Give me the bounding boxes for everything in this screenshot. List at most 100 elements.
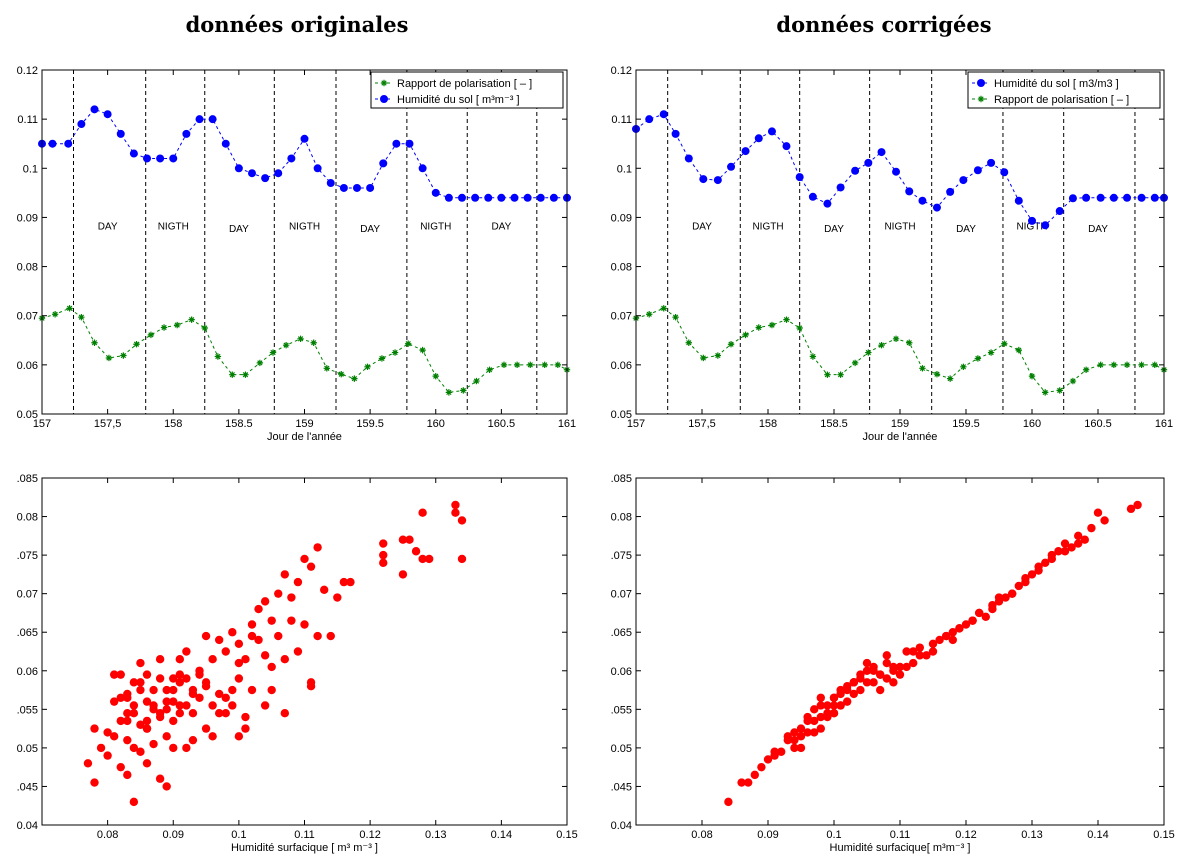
data-point: [974, 355, 982, 362]
data-point: [109, 697, 119, 706]
data-point: [713, 176, 722, 185]
data-point: [293, 577, 303, 587]
x-tick-label: 0.08: [97, 829, 118, 841]
data-point: [48, 139, 57, 148]
data-point: [398, 535, 408, 544]
y-tick-label: 0.04: [17, 820, 38, 832]
x-tick-label: 161: [1155, 418, 1173, 430]
data-point: [750, 770, 759, 780]
data-point: [829, 708, 839, 718]
x-tick-label: 159.5: [356, 418, 384, 430]
data-point: [671, 129, 680, 138]
data-point: [228, 701, 237, 710]
data-point: [1100, 516, 1109, 525]
data-point: [234, 639, 244, 648]
data-point: [843, 697, 852, 706]
annotation-label: DAY: [491, 222, 511, 233]
data-point: [1123, 361, 1131, 369]
data-point: [333, 593, 342, 602]
data-point: [155, 712, 165, 722]
data-point: [1041, 558, 1050, 568]
data-point: [851, 166, 860, 175]
data-point: [803, 728, 812, 737]
data-point: [445, 389, 453, 396]
data-point: [810, 716, 819, 726]
data-point: [405, 139, 414, 148]
data-point: [895, 662, 905, 672]
y-tick-label: .055: [17, 704, 38, 716]
data-point: [260, 597, 270, 606]
data-point: [378, 355, 386, 362]
data-point: [790, 735, 799, 745]
data-point: [823, 701, 832, 710]
data-point: [869, 678, 878, 687]
data-point: [876, 670, 885, 679]
data-point: [247, 631, 257, 641]
data-point: [280, 570, 290, 579]
data-point: [424, 554, 434, 564]
data-point: [64, 139, 73, 148]
annotation-label: NIGTH: [289, 222, 320, 233]
data-point: [169, 743, 178, 753]
data-point: [310, 339, 317, 346]
data-point: [458, 193, 466, 202]
data-point: [1015, 346, 1022, 354]
data-point: [975, 608, 984, 618]
data-point: [155, 674, 165, 683]
data-point: [280, 655, 290, 664]
data-point: [419, 346, 426, 354]
data-point: [836, 183, 845, 192]
data-point: [103, 751, 112, 760]
data-point: [790, 743, 799, 753]
y-tick-label: .065: [17, 627, 38, 639]
data-point: [221, 647, 230, 656]
data-point: [287, 593, 296, 602]
data-point: [404, 340, 412, 347]
data-point: [849, 678, 858, 687]
data-point: [471, 193, 480, 202]
data-point: [882, 658, 891, 668]
data-point: [103, 110, 112, 119]
data-point: [162, 782, 171, 791]
data-point: [339, 183, 348, 192]
data-point: [946, 375, 954, 382]
data-point: [123, 735, 132, 745]
legend-label: Humidité du sol [ m³m⁻³ ]: [397, 94, 520, 106]
data-point: [418, 508, 427, 517]
x-tick-label: 157,5: [94, 418, 122, 430]
data-point: [129, 678, 139, 687]
data-point: [1041, 221, 1050, 230]
y-tick-label: 0.06: [17, 666, 38, 678]
data-point: [684, 154, 693, 163]
data-point: [136, 720, 145, 729]
data-point: [188, 685, 198, 695]
data-point: [486, 366, 493, 373]
data-point: [51, 311, 59, 318]
x-tick-label: 0.11: [890, 829, 911, 841]
data-point: [169, 716, 178, 726]
data-point: [1001, 340, 1008, 347]
right-title: données corrigées: [776, 12, 991, 37]
data-point: [195, 670, 204, 679]
data-point: [133, 341, 140, 348]
data-point: [326, 179, 335, 188]
data-point: [645, 115, 654, 124]
x-axis-label: Jour de l'année: [267, 431, 342, 443]
data-point: [1093, 508, 1103, 517]
data-point: [851, 359, 859, 367]
series-line: [42, 108, 567, 199]
data-point: [933, 370, 941, 378]
data-point: [175, 655, 185, 664]
y-tick-label: 0.07: [17, 589, 38, 601]
data-point: [1027, 570, 1037, 579]
annotation-label: NIGTH: [1016, 222, 1047, 233]
data-point: [398, 570, 408, 579]
y-tick-label: 0.08: [17, 262, 38, 274]
data-point: [541, 361, 548, 369]
plot-frame: [41, 477, 568, 826]
x-tick-label: 0.15: [556, 829, 577, 841]
data-point: [247, 620, 257, 629]
data-point: [714, 352, 722, 359]
data-point: [646, 311, 653, 318]
